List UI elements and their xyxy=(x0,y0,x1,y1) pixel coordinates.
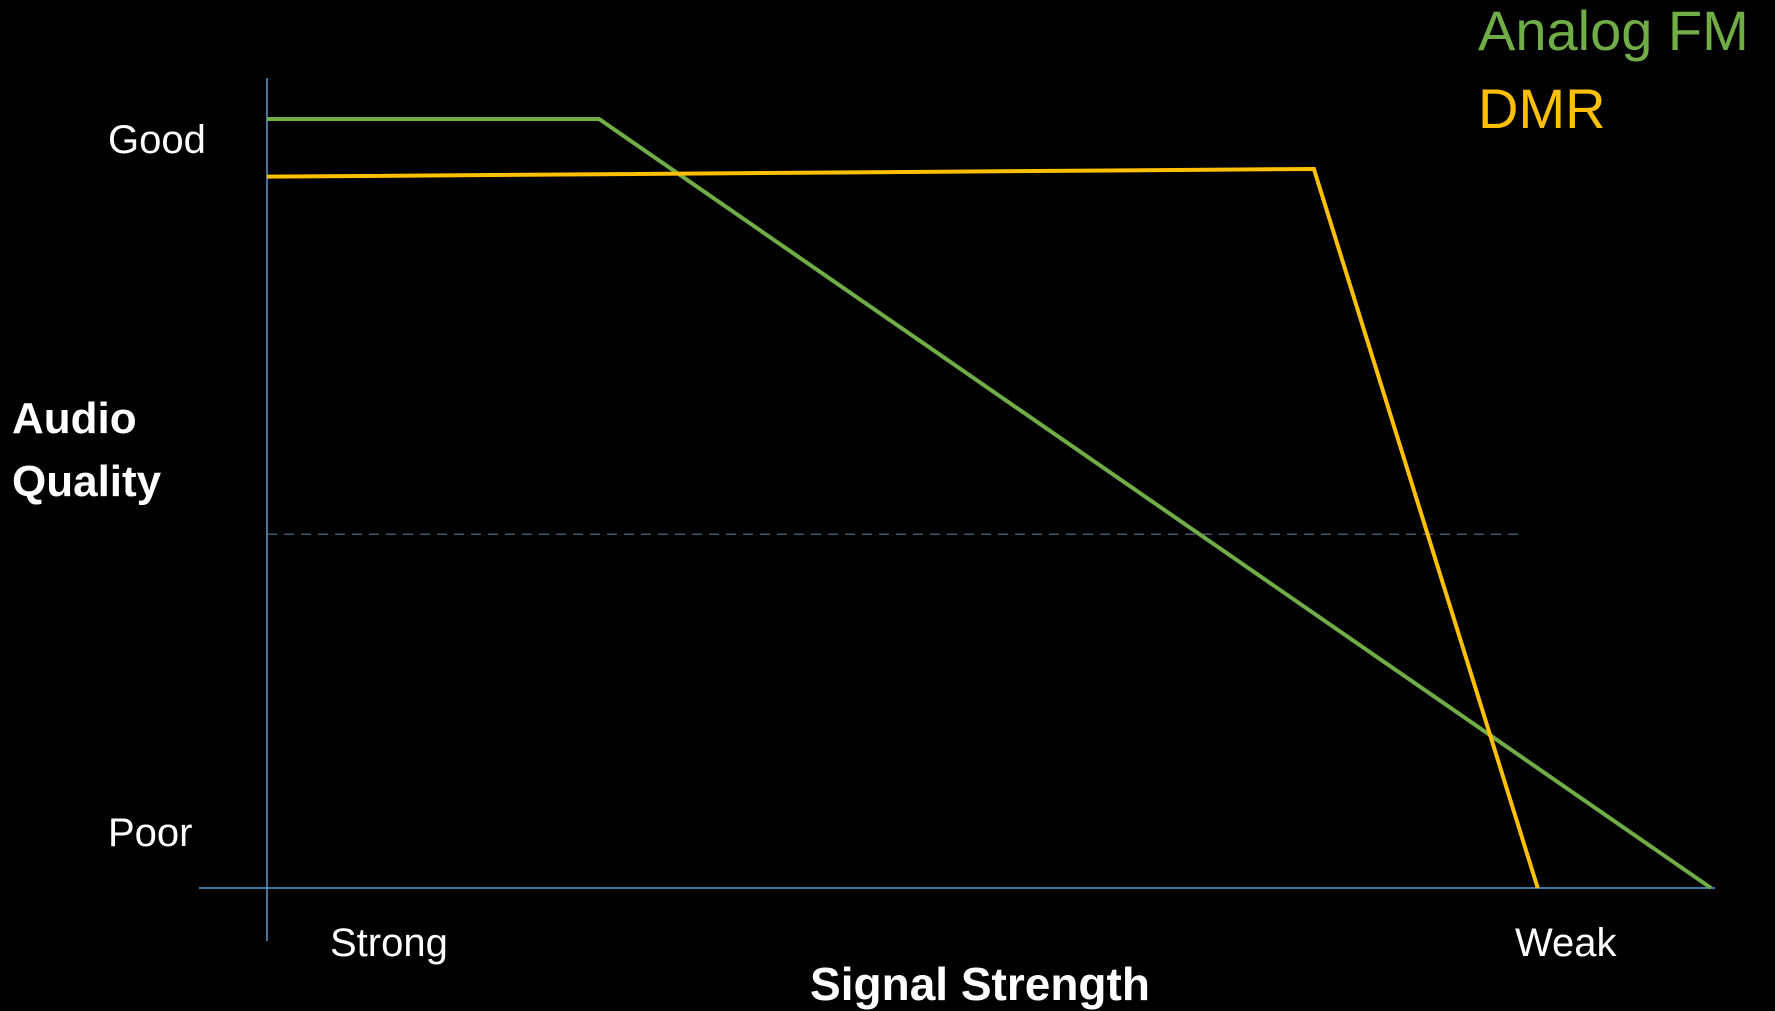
series-line-dmr xyxy=(266,166,1540,889)
y-tick-label-poor: Poor xyxy=(108,811,193,855)
legend-entry-analog-fm: Analog FM xyxy=(1478,0,1749,62)
x-axis-label: Signal Strength xyxy=(810,958,1150,1010)
y-axis-label-line-2: Quality xyxy=(12,457,162,506)
legend-entry-dmr: DMR xyxy=(1478,77,1606,140)
x-tick-label-strong: Strong xyxy=(330,921,448,965)
x-tick-label-weak: Weak xyxy=(1515,921,1618,965)
y-tick-label-good: Good xyxy=(108,118,206,162)
y-axis-label-line-1: Audio xyxy=(12,394,137,443)
series-line-analog-fm xyxy=(267,117,1713,890)
